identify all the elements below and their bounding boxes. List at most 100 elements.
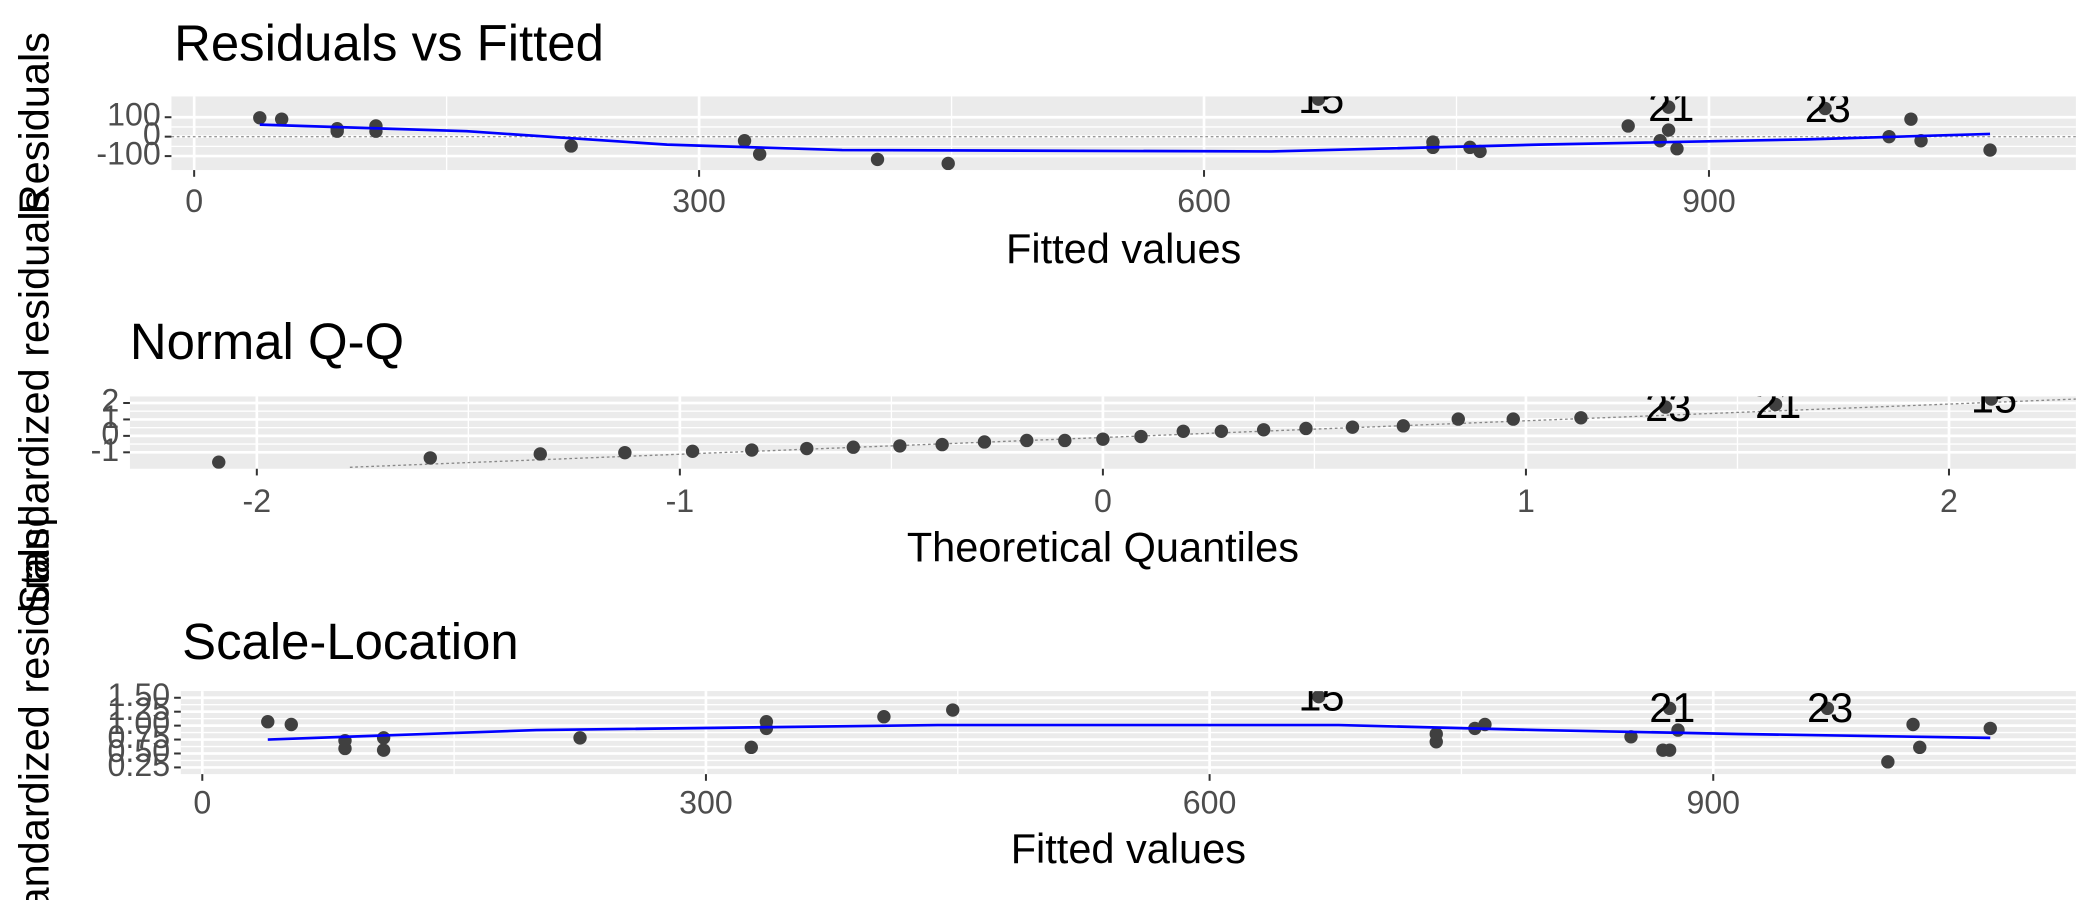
point — [1256, 423, 1271, 437]
y-tick-label: -100 — [96, 136, 160, 172]
point — [1662, 743, 1677, 757]
point — [533, 447, 547, 461]
y-tick-label: 0 — [101, 415, 119, 451]
point-label: 23 — [1807, 684, 1853, 731]
point — [1904, 112, 1918, 126]
smooth-line — [267, 723, 1991, 741]
panel-background — [171, 96, 2076, 171]
point — [618, 445, 632, 460]
point — [1396, 419, 1410, 433]
point — [1768, 397, 1783, 412]
y-tick-label: 1.50 — [108, 677, 171, 713]
y-tick-label: 100 — [107, 97, 161, 133]
point — [1429, 735, 1443, 749]
point — [1661, 100, 1676, 114]
point — [573, 731, 587, 745]
point — [977, 435, 992, 449]
point — [1818, 101, 1832, 116]
point — [893, 439, 907, 453]
y-tick-label: 1 — [101, 399, 119, 435]
x-tick-label: 0 — [1094, 483, 1112, 519]
point — [1214, 424, 1229, 438]
point-label: 21 — [1649, 684, 1695, 731]
point — [744, 740, 758, 755]
point — [1983, 721, 1997, 736]
x-tick-label: 0 — [185, 183, 203, 219]
point — [759, 715, 774, 729]
plot-area: 15 21 23 — [261, 672, 1997, 769]
point-label: 15 — [1298, 672, 1344, 719]
x-tick-label: 0 — [193, 784, 211, 820]
point — [1906, 717, 1920, 732]
point — [1624, 730, 1638, 744]
point-label: 15 — [1971, 375, 2017, 422]
point — [935, 437, 949, 452]
point — [1983, 143, 1997, 157]
point — [376, 743, 391, 757]
point — [870, 152, 885, 167]
point — [253, 111, 267, 125]
point — [1881, 755, 1895, 769]
x-tick-label: 300 — [679, 784, 733, 820]
point — [369, 124, 383, 138]
x-tick-label: 300 — [672, 183, 726, 219]
point — [274, 112, 289, 126]
x-tick-label: 600 — [1183, 784, 1237, 820]
point — [261, 715, 275, 729]
point — [1984, 396, 1998, 406]
point — [1653, 134, 1667, 148]
y-axis-title: √|Standardized residuals| — [10, 517, 57, 900]
point — [1661, 123, 1676, 137]
point — [877, 710, 891, 724]
y-tick-label: 0.50 — [108, 733, 171, 769]
point — [1176, 424, 1190, 438]
point — [1658, 400, 1673, 414]
chart-title: Normal Q-Q — [130, 313, 404, 370]
reference-line — [349, 398, 2076, 468]
y-tick-label: 0.75 — [108, 719, 171, 755]
point — [1134, 429, 1148, 444]
point — [846, 440, 861, 454]
point — [1574, 411, 1588, 425]
point — [752, 147, 767, 161]
y-tick-label: -1 — [91, 432, 120, 468]
y-tick-label: 1.25 — [108, 691, 171, 727]
y-tick-label: 0.25 — [108, 747, 171, 783]
smooth-line — [259, 123, 1991, 153]
x-axis-title: Fitted values — [1011, 825, 1246, 872]
x-axis-title: Theoretical Quantiles — [907, 523, 1299, 570]
point-label: 23 — [1645, 383, 1691, 430]
point — [1020, 433, 1034, 448]
point — [737, 134, 752, 148]
point — [376, 731, 391, 745]
point — [1670, 142, 1684, 156]
point — [423, 451, 437, 465]
y-tick-label: 1.00 — [108, 705, 171, 741]
point-label: 21 — [1648, 83, 1694, 130]
point — [1451, 412, 1465, 426]
x-tick-label: 900 — [1682, 183, 1736, 219]
point-label: 15 — [1298, 75, 1344, 122]
point — [1662, 701, 1677, 716]
chart-title: Residuals vs Fitted — [174, 14, 604, 71]
point — [1312, 691, 1326, 704]
plot-area: 23 21 15 — [212, 375, 2076, 469]
point — [1473, 144, 1487, 159]
point — [1506, 412, 1520, 426]
x-tick-label: -1 — [666, 483, 695, 519]
point — [946, 703, 960, 717]
point — [685, 444, 700, 459]
y-axis-title: Standardized residuals — [10, 191, 57, 613]
x-tick-label: -2 — [243, 483, 272, 519]
chart-title: Scale-Location — [182, 613, 519, 670]
point-label: 21 — [1755, 380, 1801, 427]
x-tick-label: 600 — [1177, 183, 1231, 219]
point — [941, 156, 955, 171]
x-tick-label: 2 — [1940, 483, 1958, 519]
point — [564, 139, 578, 153]
point — [338, 741, 352, 756]
point — [1096, 432, 1110, 446]
point-label: 23 — [1805, 84, 1851, 131]
y-tick-label: 0 — [143, 116, 161, 152]
x-axis-title: Fitted values — [1006, 225, 1241, 272]
